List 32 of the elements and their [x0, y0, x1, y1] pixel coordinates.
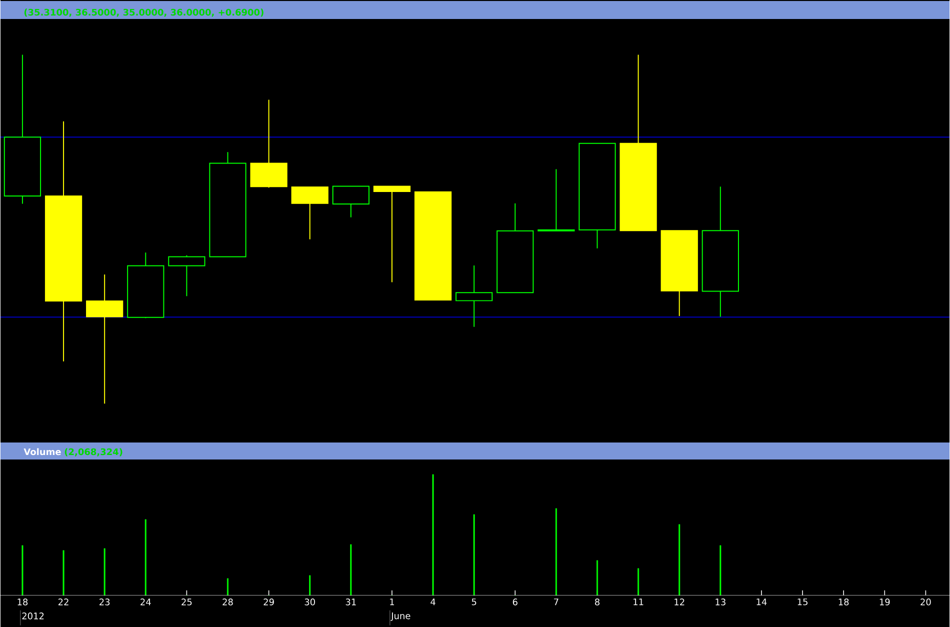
x-tick-label: 18	[18, 598, 28, 606]
candlestick	[538, 168, 575, 232]
candlestick	[86, 274, 124, 404]
x-tick-label: 18	[838, 598, 849, 606]
candlestick	[456, 264, 493, 328]
x-tick-label: 24	[140, 598, 151, 606]
x-tick-label: 29	[264, 598, 274, 606]
x-tick-label: 8	[594, 598, 600, 606]
x-tick-label: 20	[920, 598, 931, 606]
x-tick-label: 25	[182, 598, 192, 606]
text: 2012	[22, 612, 44, 620]
x-tick-label: 4	[430, 598, 436, 605]
candlestick	[373, 186, 411, 283]
chart-subtitle: (2,068,324)	[64, 448, 122, 456]
x-tick-label: 7	[554, 598, 558, 605]
x-tick-label: 28	[222, 598, 233, 606]
x-tick-label: 15	[798, 598, 808, 606]
x-tick-label: 22	[58, 598, 68, 606]
x-tick-label: 6	[512, 598, 518, 606]
x-tick-label: 23	[100, 598, 110, 606]
text: June	[390, 612, 410, 621]
x-tick-label: 12	[674, 598, 684, 606]
x-tick-label: 19	[880, 598, 890, 606]
x-tick-label: 14	[756, 598, 767, 605]
chart-title: Volume	[24, 448, 61, 455]
x-tick-label: 13	[716, 598, 726, 606]
x-tick-label: 5	[472, 598, 476, 606]
x-tick-label: 31	[346, 598, 356, 606]
x-tick-label: 11	[634, 598, 644, 605]
chart-subtitle: (35.3100, 36.5000, 35.0000, 36.0000, +0.6900)	[24, 8, 264, 17]
x-tick-label: 30	[304, 598, 315, 606]
x-tick-label: 1	[390, 598, 394, 605]
